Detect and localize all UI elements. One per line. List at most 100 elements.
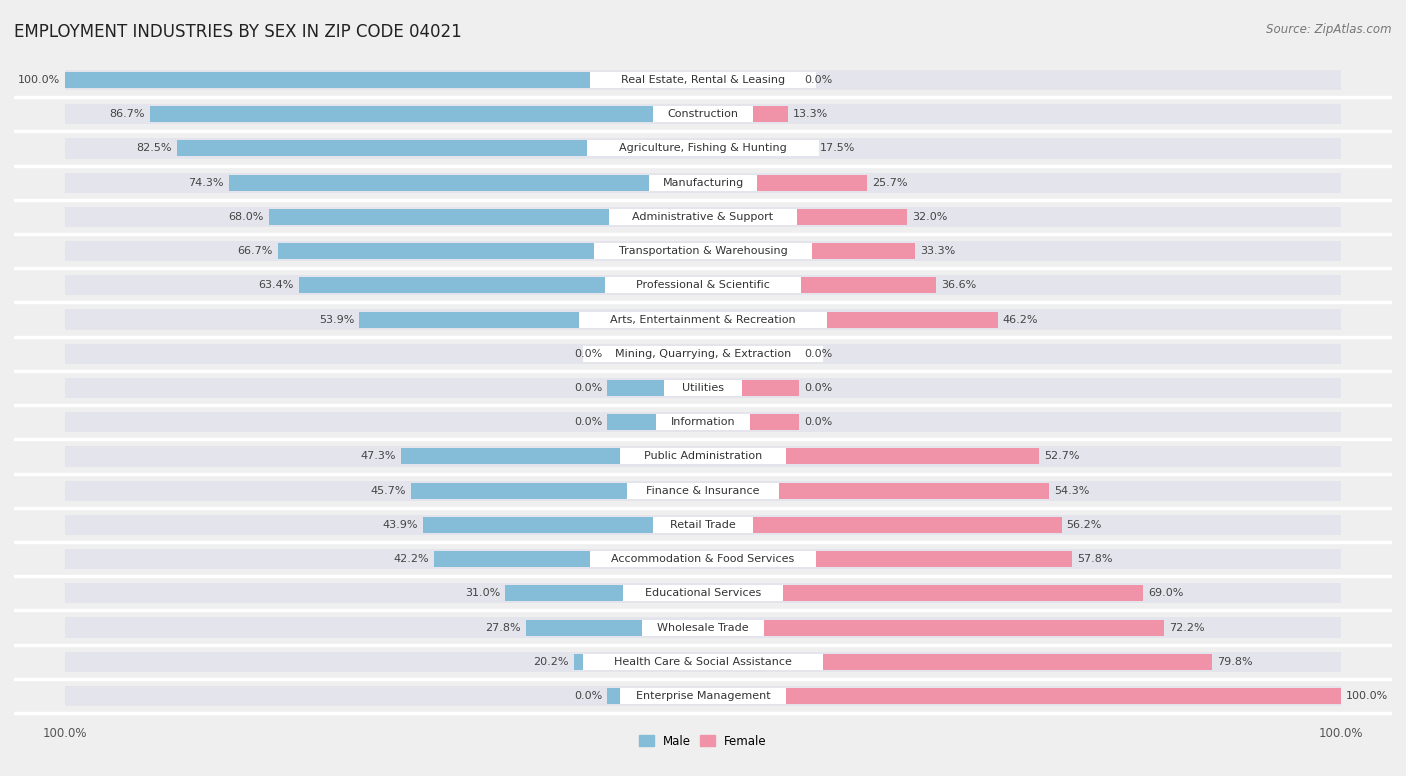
Text: Finance & Insurance: Finance & Insurance — [647, 486, 759, 496]
Text: Information: Information — [671, 417, 735, 428]
Bar — [65, 138, 1341, 158]
Text: 27.8%: 27.8% — [485, 622, 520, 632]
Bar — [703, 312, 998, 327]
Bar — [586, 140, 820, 157]
Bar — [65, 446, 1341, 466]
Text: Arts, Entertainment & Recreation: Arts, Entertainment & Recreation — [610, 314, 796, 324]
Text: 32.0%: 32.0% — [912, 212, 948, 222]
Bar — [65, 275, 1341, 296]
Bar — [703, 175, 868, 191]
Bar — [703, 346, 799, 362]
Bar — [412, 483, 703, 499]
Text: 69.0%: 69.0% — [1149, 588, 1184, 598]
Text: 13.3%: 13.3% — [793, 109, 828, 120]
Text: 33.3%: 33.3% — [921, 246, 956, 256]
Bar — [703, 619, 1164, 636]
Text: 100.0%: 100.0% — [18, 75, 60, 85]
Text: 20.2%: 20.2% — [533, 656, 569, 667]
Bar — [703, 483, 1049, 499]
Bar — [505, 585, 703, 601]
Text: 0.0%: 0.0% — [574, 417, 602, 428]
Text: Construction: Construction — [668, 109, 738, 120]
Bar — [269, 209, 703, 225]
Bar — [593, 243, 813, 259]
Text: 31.0%: 31.0% — [465, 588, 501, 598]
Text: 56.2%: 56.2% — [1067, 520, 1102, 530]
Text: 0.0%: 0.0% — [804, 75, 832, 85]
Bar — [574, 654, 703, 670]
Bar — [607, 346, 703, 362]
Text: 100.0%: 100.0% — [1346, 691, 1388, 701]
Text: 43.9%: 43.9% — [382, 520, 418, 530]
Bar — [65, 480, 1341, 501]
Text: Retail Trade: Retail Trade — [671, 520, 735, 530]
Bar — [591, 551, 815, 567]
Bar — [277, 243, 703, 259]
Bar — [652, 517, 754, 533]
Bar — [641, 619, 765, 636]
Bar — [177, 140, 703, 157]
Text: 46.2%: 46.2% — [1002, 314, 1038, 324]
Text: Manufacturing: Manufacturing — [662, 178, 744, 188]
Bar — [620, 688, 786, 704]
Bar — [591, 72, 815, 88]
Bar — [605, 277, 801, 293]
Bar — [620, 449, 786, 464]
Bar — [65, 652, 1341, 672]
Bar — [703, 277, 936, 293]
Text: 63.4%: 63.4% — [259, 280, 294, 290]
Text: Transportation & Warehousing: Transportation & Warehousing — [619, 246, 787, 256]
Text: 0.0%: 0.0% — [804, 417, 832, 428]
Text: 0.0%: 0.0% — [804, 383, 832, 393]
Bar — [423, 517, 703, 533]
Bar — [65, 412, 1341, 432]
Text: 82.5%: 82.5% — [136, 144, 172, 154]
Text: Mining, Quarrying, & Extraction: Mining, Quarrying, & Extraction — [614, 348, 792, 359]
Text: 0.0%: 0.0% — [574, 348, 602, 359]
Text: 0.0%: 0.0% — [574, 691, 602, 701]
Bar — [703, 72, 799, 88]
Bar — [359, 312, 703, 327]
Bar — [65, 70, 1341, 90]
Bar — [703, 654, 1212, 670]
Text: Health Care & Social Assistance: Health Care & Social Assistance — [614, 656, 792, 667]
Bar — [703, 140, 814, 157]
Text: 52.7%: 52.7% — [1045, 452, 1080, 462]
Text: 53.9%: 53.9% — [319, 314, 354, 324]
Bar — [583, 346, 823, 362]
Bar — [579, 312, 827, 327]
Text: 36.6%: 36.6% — [942, 280, 977, 290]
Text: Professional & Scientific: Professional & Scientific — [636, 280, 770, 290]
Text: 0.0%: 0.0% — [574, 383, 602, 393]
Text: 57.8%: 57.8% — [1077, 554, 1112, 564]
Bar — [607, 688, 703, 704]
Bar — [65, 618, 1341, 638]
Bar — [703, 585, 1143, 601]
Bar — [65, 344, 1341, 364]
Text: Source: ZipAtlas.com: Source: ZipAtlas.com — [1267, 23, 1392, 36]
Bar — [65, 172, 1341, 192]
Text: 17.5%: 17.5% — [820, 144, 855, 154]
Text: 42.2%: 42.2% — [394, 554, 429, 564]
Text: Real Estate, Rental & Leasing: Real Estate, Rental & Leasing — [621, 75, 785, 85]
Bar — [703, 449, 1039, 464]
Bar — [65, 378, 1341, 398]
Bar — [65, 310, 1341, 330]
Text: 86.7%: 86.7% — [110, 109, 145, 120]
Bar — [65, 241, 1341, 262]
Bar — [65, 206, 1341, 227]
Bar — [703, 688, 1341, 704]
Bar — [609, 209, 797, 225]
Text: 72.2%: 72.2% — [1168, 622, 1205, 632]
Text: Educational Services: Educational Services — [645, 588, 761, 598]
Text: Enterprise Management: Enterprise Management — [636, 691, 770, 701]
Bar — [657, 414, 749, 430]
Bar — [703, 551, 1071, 567]
Bar — [703, 209, 907, 225]
Bar — [583, 654, 823, 670]
Text: Utilities: Utilities — [682, 383, 724, 393]
Bar — [229, 175, 703, 191]
Bar — [607, 414, 703, 430]
Text: EMPLOYMENT INDUSTRIES BY SEX IN ZIP CODE 04021: EMPLOYMENT INDUSTRIES BY SEX IN ZIP CODE… — [14, 23, 461, 41]
Text: 0.0%: 0.0% — [804, 348, 832, 359]
